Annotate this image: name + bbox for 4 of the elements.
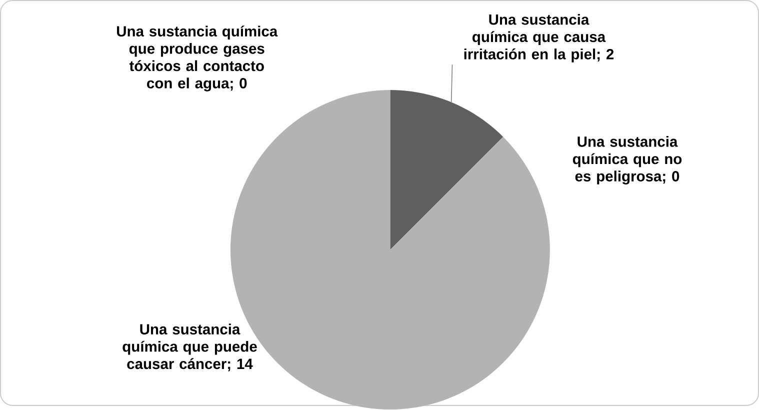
category-label: Una sustancia química que produce gases tóxicos al contacto con el agua; 0 (117, 26, 278, 92)
slice-label: Una sustancia química que puede causar cáncer; 14 (122, 324, 257, 372)
category-label: Una sustancia química que no es peligrosa; 0 (572, 136, 682, 185)
slice-label: Una sustancia química que causa irritación en la piel; 2 (464, 14, 614, 63)
